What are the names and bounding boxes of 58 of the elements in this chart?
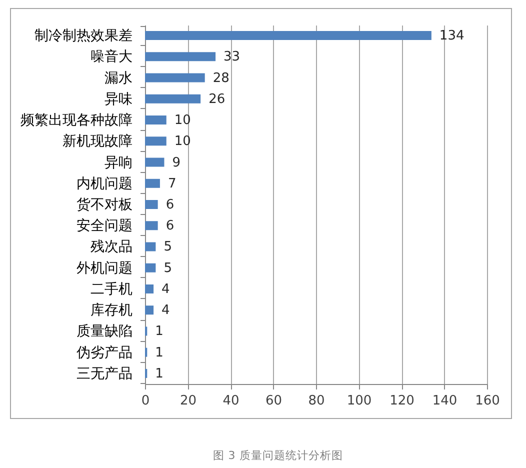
y-tick-label: 新机现故障 <box>62 134 132 150</box>
data-label: 5 <box>164 240 172 255</box>
data-label: 7 <box>168 176 176 192</box>
data-label: 10 <box>174 113 191 128</box>
data-label: 33 <box>224 50 240 65</box>
y-tick-label: 货不对板 <box>76 197 132 213</box>
x-tick-label: 140 <box>432 394 458 408</box>
bar <box>145 178 160 188</box>
data-label: 9 <box>172 155 181 170</box>
data-label: 1 <box>155 366 164 382</box>
y-tick-label: 噪音大 <box>90 49 132 66</box>
x-tick-label: 40 <box>222 394 240 408</box>
data-label: 26 <box>208 92 226 107</box>
bar <box>145 200 158 209</box>
bar <box>145 284 154 294</box>
y-tick-label: 库存机 <box>90 302 132 319</box>
x-tick-label: 100 <box>346 394 372 408</box>
x-tick-label: 60 <box>265 394 282 408</box>
x-tick-label: 160 <box>475 394 500 408</box>
x-tick-label: 20 <box>180 394 197 408</box>
y-tick-label: 残次品 <box>90 239 132 256</box>
y-tick-label: 安全问题 <box>76 218 132 234</box>
x-tick-label: 0 <box>141 394 150 408</box>
y-tick-label: 伪劣产品 <box>76 344 132 361</box>
bar <box>145 242 156 252</box>
data-label: 1 <box>155 345 164 360</box>
data-label: 6 <box>166 198 174 212</box>
caption: 图 3 质量问题统计分析图 <box>212 448 344 463</box>
y-tick-label: 异响 <box>104 154 132 171</box>
y-tick-label: 二手机 <box>90 281 132 298</box>
bar <box>145 73 205 82</box>
y-tick-label: 外机问题 <box>76 260 132 276</box>
bar <box>145 116 166 125</box>
data-label: 134 <box>439 28 464 44</box>
y-tick-label: 内机问题 <box>76 176 132 192</box>
y-tick-label: 质量缺陷 <box>76 324 132 340</box>
y-tick-label: 制冷制热效果差 <box>34 28 132 44</box>
data-label: 5 <box>164 260 172 276</box>
x-tick-label: 120 <box>390 394 414 408</box>
x-tick-label: 80 <box>308 394 325 408</box>
y-tick-label: 三无产品 <box>76 366 132 382</box>
data-label: 28 <box>212 70 230 86</box>
data-label: 4 <box>162 303 170 318</box>
bar <box>145 263 156 272</box>
bar <box>145 52 216 62</box>
data-label: 6 <box>166 218 174 234</box>
data-label: 10 <box>174 134 191 150</box>
bar <box>145 158 164 167</box>
y-tick-label: 漏水 <box>104 70 132 86</box>
y-tick-label: 频繁出现各种故障 <box>20 112 132 129</box>
y-tick-label: 异味 <box>104 91 132 108</box>
bar <box>145 31 432 40</box>
bar <box>145 94 201 104</box>
data-label: 1 <box>155 324 164 340</box>
bar <box>145 221 158 230</box>
bar <box>145 306 154 315</box>
bar <box>145 136 166 146</box>
data-label: 4 <box>162 282 170 297</box>
